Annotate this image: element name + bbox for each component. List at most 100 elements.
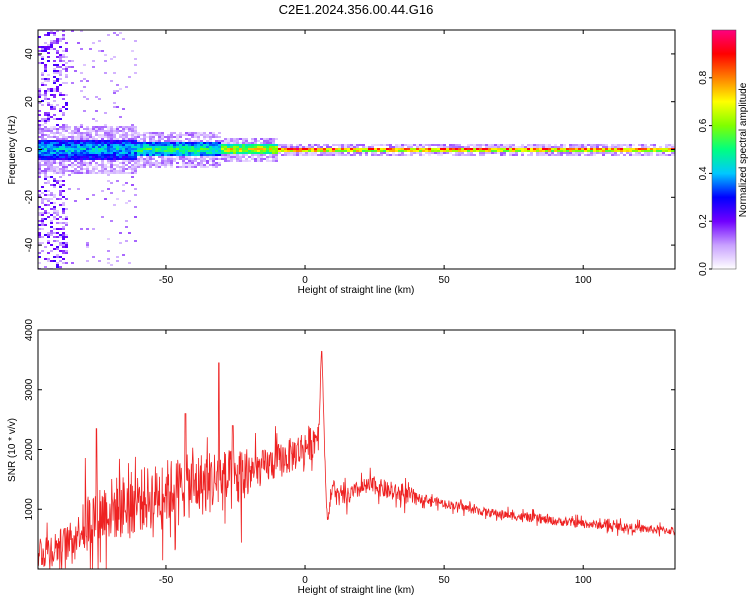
heatmap-cell	[56, 182, 59, 184]
heatmap-cell	[626, 146, 629, 148]
heatmap-cell	[233, 150, 236, 152]
heatmap-cell	[164, 148, 167, 150]
heatmap-cell	[434, 144, 437, 146]
heatmap-cell	[245, 142, 248, 144]
heatmap-cell	[161, 136, 164, 138]
heatmap-cell	[107, 238, 110, 240]
heatmap-cell	[59, 132, 62, 134]
heatmap-cell	[254, 138, 257, 140]
heatmap-cell	[530, 144, 533, 146]
heatmap-cell	[197, 142, 200, 144]
heatmap-cell	[545, 144, 548, 146]
heatmap-cell	[62, 36, 65, 38]
heatmap-cell	[251, 158, 254, 160]
heatmap-cell	[263, 146, 266, 148]
heatmap-cell	[614, 144, 617, 146]
heatmap-cell	[50, 30, 53, 32]
heatmap-cell	[47, 104, 50, 106]
heatmap-cell	[122, 190, 125, 192]
heatmap-cell	[143, 150, 146, 152]
heatmap-cell	[536, 144, 539, 146]
heatmap-cell	[428, 144, 431, 146]
heatmap-cell	[38, 164, 41, 166]
heatmap-cell	[59, 194, 62, 196]
heatmap-cell	[440, 150, 443, 152]
heatmap-cell	[161, 150, 164, 152]
heatmap-cell	[548, 154, 551, 156]
heatmap-cell	[98, 146, 101, 148]
heatmap-cell	[233, 156, 236, 158]
heatmap-cell	[38, 102, 41, 104]
heatmap-cell	[131, 158, 134, 160]
heatmap-cell	[53, 114, 56, 116]
heatmap-cell	[314, 144, 317, 146]
heatmap-cell	[107, 262, 110, 264]
heatmap-cell	[545, 152, 548, 154]
heatmap-cell	[146, 144, 149, 146]
heatmap-cell	[371, 146, 374, 148]
heatmap-cell	[251, 144, 254, 146]
heatmap-cell	[416, 146, 419, 148]
heatmap-cell	[656, 154, 659, 156]
heatmap-cell	[59, 250, 62, 252]
heatmap-cell	[98, 98, 101, 100]
heatmap-cell	[65, 160, 68, 162]
heatmap-cell	[416, 148, 419, 150]
heatmap-cell	[266, 152, 269, 154]
heatmap-cell	[449, 150, 452, 152]
heatmap-cell	[53, 72, 56, 74]
heatmap-cell	[167, 140, 170, 142]
heatmap-cell	[41, 48, 44, 50]
heatmap-cell	[299, 144, 302, 146]
heatmap-cell	[50, 198, 53, 200]
heatmap-cell	[194, 142, 197, 144]
heatmap-cell	[371, 150, 374, 152]
heatmap-cell	[281, 144, 284, 146]
heatmap-cell	[113, 32, 116, 34]
heatmap-cell	[383, 150, 386, 152]
heatmap-cell	[653, 148, 656, 150]
x-tick-label: 50	[439, 575, 451, 586]
heatmap-cell	[488, 148, 491, 150]
heatmap-cell	[65, 158, 68, 160]
heatmap-cell	[428, 148, 431, 150]
spectrogram-cells	[38, 30, 675, 269]
heatmap-cell	[341, 144, 344, 146]
heatmap-cell	[539, 154, 542, 156]
heatmap-cell	[209, 144, 212, 146]
heatmap-cell	[176, 136, 179, 138]
heatmap-cell	[41, 142, 44, 144]
heatmap-cell	[86, 260, 89, 262]
heatmap-cell	[59, 128, 62, 130]
heatmap-cell	[572, 152, 575, 154]
heatmap-cell	[50, 106, 53, 108]
heatmap-cell	[65, 128, 68, 130]
heatmap-cell	[56, 38, 59, 40]
heatmap-cell	[338, 144, 341, 146]
heatmap-cell	[182, 162, 185, 164]
heatmap-cell	[167, 138, 170, 140]
heatmap-cell	[500, 150, 503, 152]
heatmap-cell	[581, 152, 584, 154]
heatmap-cell	[116, 170, 119, 172]
heatmap-cell	[590, 148, 593, 150]
heatmap-cell	[74, 164, 77, 166]
heatmap-cell	[227, 160, 230, 162]
heatmap-cell	[251, 146, 254, 148]
heatmap-cell	[563, 146, 566, 148]
heatmap-cell	[53, 48, 56, 50]
heatmap-cell	[134, 150, 137, 152]
heatmap-cell	[167, 164, 170, 166]
heatmap-cell	[407, 146, 410, 148]
heatmap-cell	[65, 68, 68, 70]
heatmap-cell	[77, 130, 80, 132]
heatmap-cell	[149, 134, 152, 136]
heatmap-cell	[116, 164, 119, 166]
heatmap-cell	[206, 148, 209, 150]
heatmap-cell	[80, 152, 83, 154]
heatmap-cell	[134, 162, 137, 164]
heatmap-cell	[68, 164, 71, 166]
heatmap-cell	[53, 248, 56, 250]
heatmap-cell	[329, 150, 332, 152]
heatmap-cell	[197, 148, 200, 150]
